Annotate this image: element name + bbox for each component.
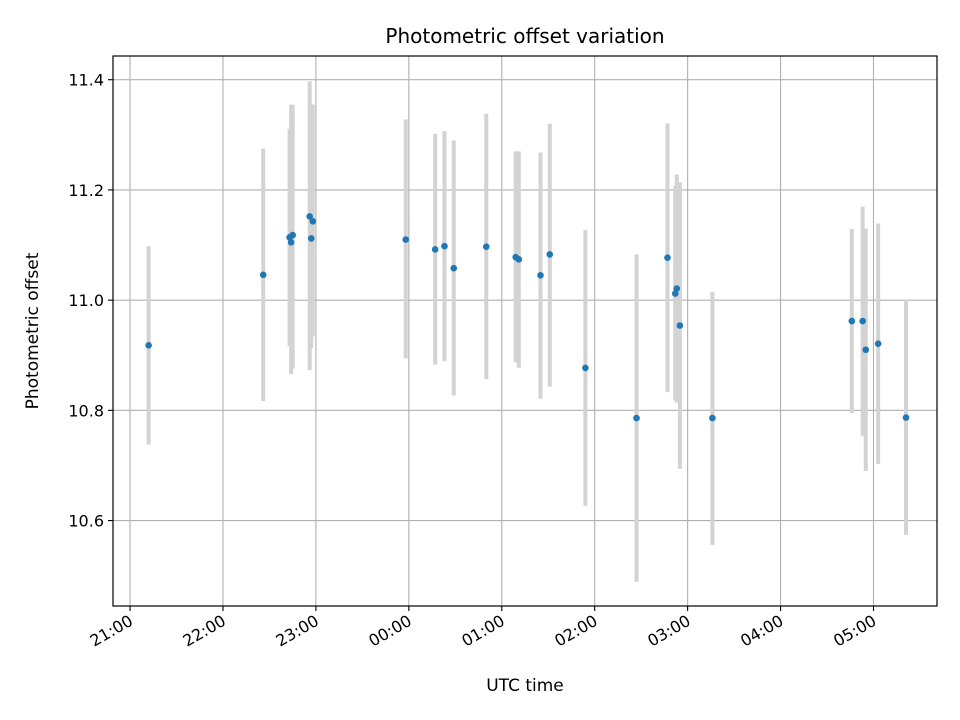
- y-axis-ticks: 10.6 10.8 11.0 11.2 11.4: [68, 71, 113, 531]
- data-point: [862, 346, 870, 354]
- data-point: [287, 238, 295, 246]
- y-tick-label: 10.8: [68, 401, 104, 420]
- data-point: [664, 254, 671, 262]
- y-tick-label: 10.6: [68, 512, 104, 531]
- data-points: [145, 213, 910, 422]
- data-point: [874, 340, 882, 347]
- data-point: [848, 317, 856, 325]
- y-tick-label: 11.4: [68, 71, 104, 90]
- data-point: [259, 271, 267, 279]
- data-point: [673, 285, 681, 292]
- data-point: [633, 414, 640, 422]
- data-point: [145, 342, 152, 349]
- data-point: [306, 213, 314, 220]
- data-point: [482, 243, 490, 250]
- data-point: [402, 236, 410, 243]
- data-point: [859, 317, 866, 325]
- data-point: [431, 246, 439, 253]
- data-point: [709, 414, 716, 422]
- data-point: [546, 251, 554, 258]
- data-point: [676, 322, 684, 329]
- data-point: [289, 231, 296, 239]
- data-point: [441, 242, 448, 250]
- data-point: [671, 290, 679, 297]
- data-point: [450, 264, 458, 272]
- chart-title: Photometric offset variation: [385, 24, 664, 48]
- data-point: [582, 364, 589, 372]
- data-point: [309, 218, 317, 225]
- data-point: [902, 414, 910, 421]
- y-tick-label: 11.2: [68, 181, 104, 200]
- data-point: [537, 272, 544, 279]
- plot-frame: [112, 55, 938, 607]
- data-point: [307, 235, 315, 242]
- data-point: [515, 256, 523, 263]
- grid: [113, 56, 937, 606]
- y-axis-label: Photometric offset: [23, 252, 43, 409]
- y-tick-label: 11.0: [68, 291, 104, 310]
- x-axis-label: UTC time: [486, 676, 564, 696]
